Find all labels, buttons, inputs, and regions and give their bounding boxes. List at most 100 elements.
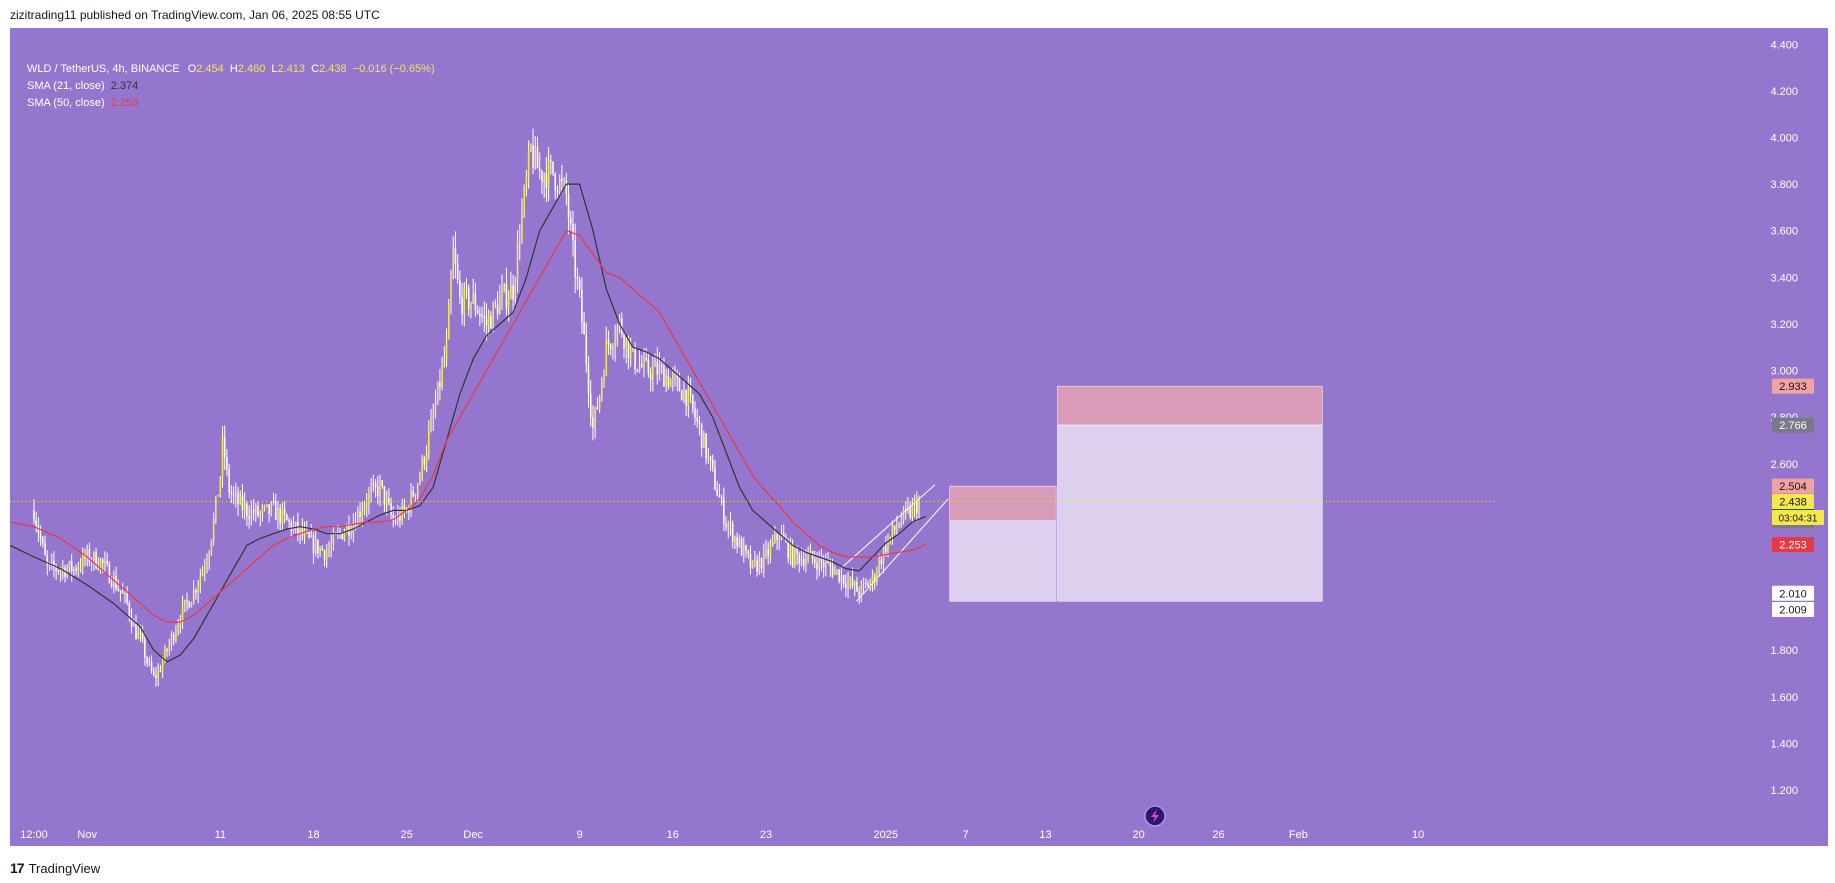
candle-body (161, 661, 164, 672)
chart-area[interactable]: 4.400 4.200 4.000 3.800 3.600 3.400 3.200 3.000… (10, 28, 1828, 846)
candle-body (501, 289, 503, 298)
price-label-text: 2.253 (1779, 540, 1807, 552)
candle-body (889, 536, 891, 540)
wedge-lower-line[interactable] (856, 498, 949, 602)
x-tick-label: 20 (1133, 829, 1145, 841)
candle-body (818, 556, 820, 570)
legend-sma21-value: 2.374 (110, 80, 139, 92)
candle-body (640, 364, 643, 367)
candle-body (862, 582, 865, 584)
candle-body (747, 550, 750, 555)
candle-body (536, 146, 539, 169)
candle-body (605, 339, 608, 376)
candle-body (474, 292, 477, 310)
time-axis[interactable]: 12:00 Nov 11 18 25 Dec 9 16 23 2025 7 13 20 26 Feb 10 (20, 829, 1424, 841)
legend-change: −0.016 (−0.65%) (352, 63, 435, 75)
candle-body (902, 508, 905, 522)
candle-body (913, 501, 916, 506)
candle-body (532, 145, 534, 168)
candle-body (99, 559, 102, 569)
candle-body (257, 506, 259, 516)
candle-body (567, 194, 570, 219)
price-chart[interactable]: 4.400 4.200 4.000 3.800 3.600 3.400 3.200 3.000… (10, 28, 1828, 846)
candlesticks (33, 128, 920, 687)
legend-sma21-row[interactable]: SMA (21, close) 2.374 (27, 80, 138, 92)
candle-body (727, 525, 730, 527)
candle-body (709, 456, 712, 461)
candle-body (629, 348, 632, 359)
legend-close-label: C (311, 63, 320, 75)
candle-body (654, 361, 656, 367)
candle-body (124, 592, 126, 594)
candle-body (751, 560, 754, 568)
small-position-stop-zone[interactable] (949, 485, 1057, 522)
price-label-text: 2.504 (1779, 481, 1807, 493)
candle-body (354, 523, 357, 528)
x-tick-label: 25 (400, 829, 412, 841)
candle-body (745, 545, 747, 551)
y-tick-label: 1.200 (1770, 785, 1798, 797)
candle-body (694, 408, 696, 418)
candle-body (33, 510, 35, 521)
tradingview-brand-text: TradingView (28, 860, 101, 876)
candle-body (90, 561, 93, 563)
price-label-bg (1772, 378, 1814, 394)
legend-sma50-row[interactable]: SMA (50, close) 2.253 (27, 97, 138, 109)
candle-body (705, 433, 707, 459)
candle-body (35, 520, 37, 526)
legend-sma50-label: SMA (50, close) (27, 97, 105, 109)
candle-body (689, 388, 692, 395)
candle-body (816, 562, 818, 570)
small-position-target-zone[interactable] (949, 520, 1057, 602)
legend-symbol: WLD / TetherUS, 4h, BINANCE (27, 63, 180, 75)
candle-body (439, 381, 441, 387)
candle-body (330, 543, 332, 550)
candle-body (272, 501, 275, 504)
candle-body (339, 532, 341, 534)
candle-body (423, 458, 426, 465)
candle-body (652, 366, 654, 380)
candle-body (534, 146, 537, 168)
wedge-upper-line[interactable] (842, 484, 936, 567)
candle-body (592, 417, 594, 428)
candle-body (601, 381, 603, 397)
candle-body (212, 519, 215, 541)
candle-body (126, 592, 128, 603)
x-tick-label: 7 (963, 829, 969, 841)
x-tick-label: 26 (1212, 829, 1224, 841)
candle-body (410, 491, 412, 513)
footer-brand[interactable]: 17 TradingView (10, 857, 100, 879)
price-axis[interactable]: 4.400 4.200 4.000 3.800 3.600 3.400 3.200 3.000… (1770, 39, 1798, 797)
price-label-bg (1772, 537, 1814, 553)
candle-body (181, 604, 184, 623)
candle-body (762, 550, 765, 569)
candle-body (403, 505, 406, 511)
candle-body (873, 575, 876, 582)
sma21-line (10, 183, 926, 663)
candle-body (150, 661, 153, 672)
candle-body (357, 511, 359, 528)
candle-body (465, 287, 468, 289)
candle-body (219, 477, 222, 495)
large-position-target-zone[interactable] (1057, 424, 1323, 602)
candle-body (172, 634, 175, 641)
price-label-bg (1772, 494, 1814, 510)
candle-body (550, 159, 552, 162)
candle-body (237, 492, 239, 504)
candle-body (738, 538, 741, 547)
candle-body (428, 430, 430, 454)
candle-body (840, 575, 843, 582)
large-position-stop-zone[interactable] (1057, 385, 1323, 426)
candle-body (365, 503, 368, 507)
candle-body (807, 553, 809, 560)
legend-symbol-row: WLD / TetherUS, 4h, BINANCE O2.454 H2.46… (27, 63, 435, 75)
candle-body (239, 494, 242, 504)
candle-body (472, 292, 474, 303)
candle-body (350, 532, 352, 536)
candle-body (119, 590, 122, 593)
candle-body (179, 622, 182, 626)
candle-body (660, 364, 663, 366)
candle-body (765, 549, 767, 551)
candle-body (774, 534, 776, 542)
candle-body (800, 558, 803, 564)
